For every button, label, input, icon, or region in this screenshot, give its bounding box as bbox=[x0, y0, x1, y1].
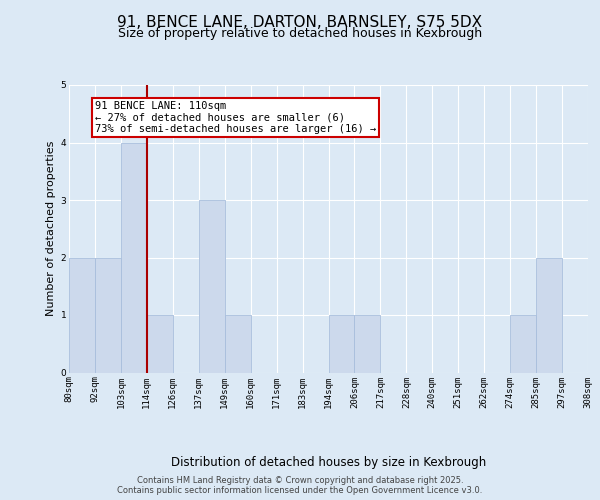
Bar bbox=[147, 315, 173, 372]
Text: Contains HM Land Registry data © Crown copyright and database right 2025.
Contai: Contains HM Land Registry data © Crown c… bbox=[118, 476, 482, 495]
Bar bbox=[121, 142, 147, 372]
Text: 91 BENCE LANE: 110sqm
← 27% of detached houses are smaller (6)
73% of semi-detac: 91 BENCE LANE: 110sqm ← 27% of detached … bbox=[95, 101, 376, 134]
Text: Size of property relative to detached houses in Kexbrough: Size of property relative to detached ho… bbox=[118, 28, 482, 40]
Bar bbox=[536, 258, 562, 372]
Bar bbox=[95, 258, 121, 372]
Text: 91, BENCE LANE, DARTON, BARNSLEY, S75 5DX: 91, BENCE LANE, DARTON, BARNSLEY, S75 5D… bbox=[118, 15, 482, 30]
Y-axis label: Number of detached properties: Number of detached properties bbox=[46, 141, 56, 316]
Bar bbox=[355, 315, 380, 372]
Bar bbox=[225, 315, 251, 372]
Bar bbox=[69, 258, 95, 372]
Bar bbox=[329, 315, 355, 372]
Bar bbox=[199, 200, 224, 372]
X-axis label: Distribution of detached houses by size in Kexbrough: Distribution of detached houses by size … bbox=[171, 456, 486, 469]
Bar bbox=[510, 315, 536, 372]
